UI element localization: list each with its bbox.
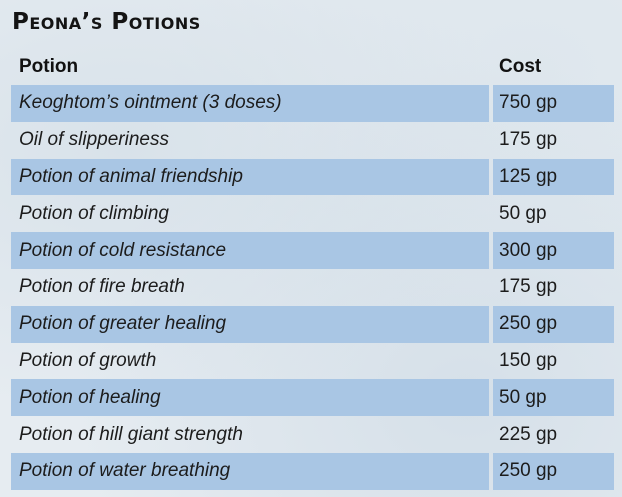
potion-name-cell: Potion of water breathing [11, 452, 489, 490]
table-row: Potion of cold resistance 300 gp [11, 232, 614, 269]
table-row: Potion of climbing 50 gp [11, 195, 614, 232]
table-header-row: Potion Cost [11, 48, 614, 85]
potion-cost-cell: 150 gp [499, 349, 558, 371]
potion-cost-cell: 750 gp [493, 85, 614, 122]
table-row: Potion of hill giant strength 225 gp [11, 416, 614, 453]
potion-cost-cell: 225 gp [499, 423, 558, 445]
potion-cost-cell: 125 gp [493, 158, 614, 196]
table-row: Potion of animal friendship 125 gp [11, 158, 614, 196]
potion-cost-cell: 50 gp [499, 202, 547, 224]
potion-cost-cell: 300 gp [493, 232, 614, 269]
potion-name-cell: Potion of healing [11, 379, 489, 417]
table-row: Potion of healing 50 gp [11, 379, 614, 417]
potion-cost-cell: 50 gp [493, 379, 614, 417]
potion-cost-cell: 250 gp [493, 452, 614, 490]
potion-name-cell: Potion of cold resistance [11, 232, 489, 269]
potion-name-cell: Potion of animal friendship [11, 158, 489, 196]
potion-cost-cell: 250 gp [493, 305, 614, 343]
potion-name-cell: Potion of greater healing [11, 305, 489, 343]
potions-table: Potion Cost Keoghtom’s ointment (3 doses… [11, 48, 614, 490]
table-row: Potion of greater healing 250 gp [11, 305, 614, 343]
potion-name-cell: Oil of slipperiness [19, 129, 169, 151]
table-row: Potion of growth 150 gp [11, 343, 614, 380]
table-row: Keoghtom’s ointment (3 doses) 750 gp [11, 85, 614, 122]
column-header-cost: Cost [499, 55, 542, 77]
potion-name-cell: Keoghtom’s ointment (3 doses) [11, 85, 489, 122]
potion-cost-cell: 175 gp [499, 129, 558, 151]
potion-name-cell: Potion of climbing [19, 202, 169, 224]
table-row: Oil of slipperiness 175 gp [11, 122, 614, 159]
potion-name-cell: Potion of hill giant strength [19, 423, 243, 445]
column-header-potion: Potion [19, 55, 79, 77]
potion-name-cell: Potion of growth [19, 349, 157, 371]
potion-name-cell: Potion of fire breath [19, 276, 185, 298]
page-title: Peona’s Potions [12, 9, 201, 35]
table-row: Potion of water breathing 250 gp [11, 452, 614, 490]
table-row: Potion of fire breath 175 gp [11, 269, 614, 306]
potion-cost-cell: 175 gp [499, 276, 558, 298]
